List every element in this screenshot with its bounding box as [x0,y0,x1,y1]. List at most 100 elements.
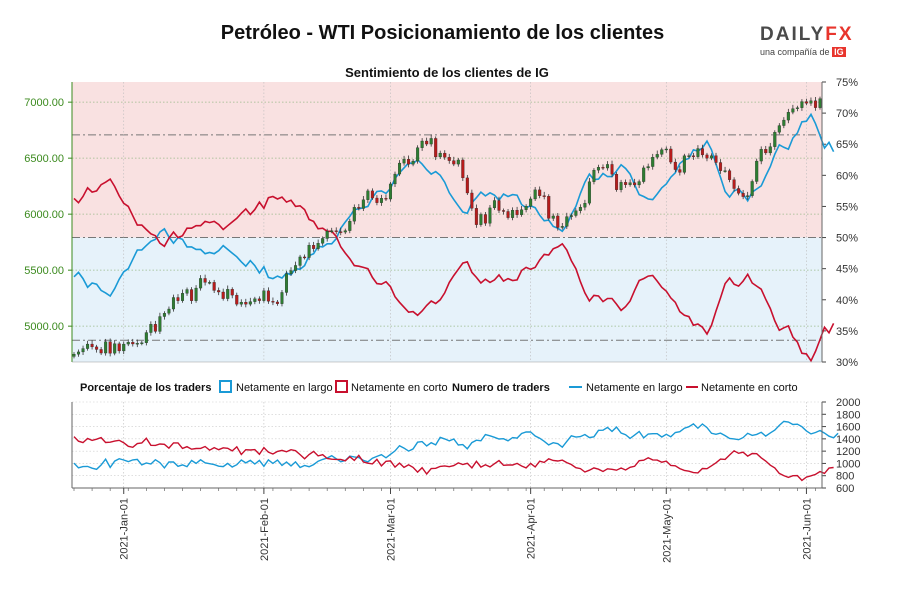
candle-body [556,215,560,228]
candle-body [646,166,650,169]
sentiment-tick-label: 55% [836,201,858,213]
candle-body [117,343,121,352]
candle-body [764,149,768,154]
candle-body [524,206,528,210]
candle-body [81,348,85,353]
candle-body [212,282,216,291]
candle-body [750,181,754,196]
candle-body [343,230,347,233]
candle-body [529,198,533,207]
candle-body [506,211,510,218]
candle-body [307,245,311,258]
candle-body [669,148,673,163]
candle-body [479,214,483,225]
candle-body [217,290,221,293]
candle-body [569,215,573,217]
candle-body [719,162,723,171]
date-tick-label: 2021-Apr-01 [526,498,538,559]
candle-body [583,203,587,208]
candle-body [732,179,736,189]
candle-body [687,155,691,157]
candle-body [303,256,307,259]
long-traders-line [73,420,839,471]
candle-body [619,182,623,190]
candle-body [325,231,329,239]
candle-body [316,243,320,249]
dailyfx-logo: DAILYFX una compañía de IG [760,24,870,57]
candle-body [262,290,266,301]
candle-body [95,346,99,350]
candle-body [366,190,370,200]
candle-body [77,351,81,355]
sentiment-tick-label: 40% [836,295,858,307]
candle-body [560,226,564,228]
candle-body [176,297,180,301]
legend-percentage-title: Porcentaje de los traders [80,382,211,394]
candle-body [235,294,239,305]
candle-body [185,289,189,294]
candle-body [818,98,822,108]
candle-body [257,298,261,301]
candle-body [461,159,465,179]
candle-body [447,157,451,161]
date-tick-label: 2021-Mar-01 [385,498,397,561]
traders-tick-label: 1800 [836,409,860,421]
logo-tagline: una compañía de IG [760,47,846,57]
candle-body [203,278,207,283]
traders-tick-label: 1400 [836,434,860,446]
date-tick-label: 2021-May-01 [661,498,673,563]
candle-body [452,160,456,165]
candle-body [420,140,424,148]
candle-body [737,188,741,194]
candle-body [122,343,126,352]
candle-body [741,193,745,197]
candle-body [456,159,460,165]
candle-body [574,210,578,216]
legend-long-traders-label: Netamente en largo [586,382,683,394]
sentiment-tick-label: 75% [836,77,858,89]
candle-body [782,119,786,126]
candle-body [633,182,637,186]
legend-short-traders-label: Netamente en corto [701,382,798,394]
candle-body [755,160,759,182]
candle-body [700,148,704,156]
short-traders-line [73,436,834,482]
candle-body [393,173,397,185]
candle-body [809,100,813,104]
candle-body [230,289,234,296]
candle-body [691,155,695,157]
candle-body [660,149,664,155]
candle-body [379,198,383,203]
candle-body [244,302,248,305]
candle-body [465,177,469,194]
price-tick-label: 5500.00 [24,265,64,277]
candle-body [624,182,628,185]
candle-body [655,154,659,158]
candle-body [511,210,515,218]
candle-body [167,308,171,314]
sentiment-tick-label: 30% [836,357,858,369]
candle-body [108,341,112,354]
candle-body [208,282,212,284]
candle-body [615,174,619,190]
candle-body [800,101,804,108]
candle-body [199,278,203,289]
candle-body [434,138,438,158]
candle-body [370,190,374,199]
candle-body [221,291,225,299]
candle-body [637,181,641,186]
candle-body [407,159,411,165]
candle-body [321,238,325,244]
candle-body [339,231,343,233]
date-tick-label: 2021-Feb-01 [259,498,271,561]
candle-body [596,167,600,171]
candle-body [547,196,551,219]
date-tick-label: 2021-Jun-01 [801,498,813,560]
candle-body [86,343,90,349]
candle-body [592,169,596,182]
candle-body [538,189,542,196]
candle-body [334,230,338,232]
candle-body [610,164,614,175]
candle-body [72,354,76,357]
candle-body [746,195,750,197]
